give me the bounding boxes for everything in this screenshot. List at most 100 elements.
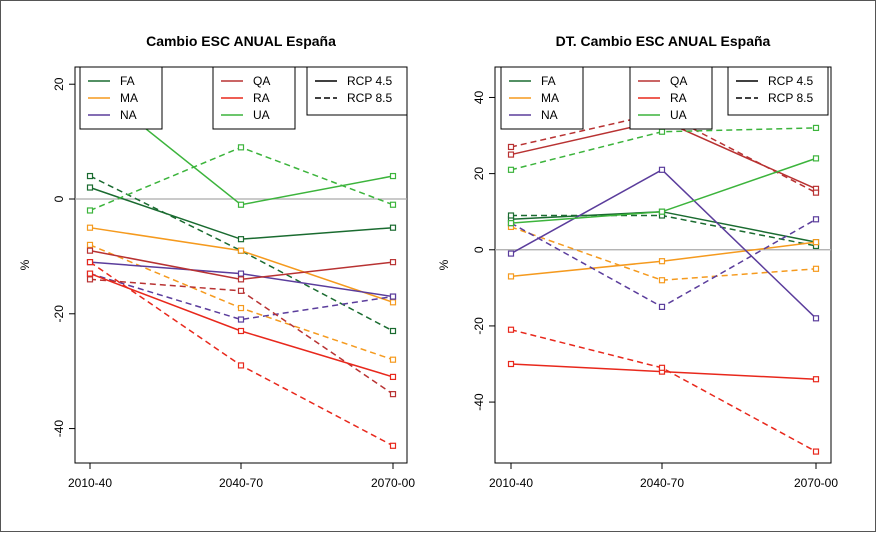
data-point-ma-rcp-4-5 [658,258,666,265]
data-point-ma-rcp-8-5 [812,265,820,272]
data-point-ua-rcp-8-5 [658,128,666,135]
data-point-na-rcp-8-5 [812,216,820,223]
data-point-qa-rcp-8-5 [389,391,397,398]
data-point-ra-rcp-8-5 [507,326,515,333]
legend-label: RA [253,91,270,105]
data-point-ra-rcp-4-5 [237,327,245,335]
series-line-ua-rcp-8-5 [89,146,394,212]
data-point-ra-rcp-8-5 [86,259,94,266]
data-point-qa-rcp-4-5 [237,276,245,283]
x-tick-label: 2070-00 [371,476,415,490]
data-point-qa-rcp-4-5 [507,151,515,158]
data-point-ma-rcp-8-5 [658,277,666,284]
legend-label: RCP 4.5 [768,74,813,88]
y-tick-label: 40 [472,90,486,104]
data-point-ra-rcp-8-5 [237,362,245,369]
data-point-ua-rcp-4-5 [237,201,245,208]
y-tick-label: 0 [52,195,66,202]
data-point-qa-rcp-4-5 [86,247,94,254]
series-line-ma-rcp-8-5 [89,244,394,361]
series-line-na-rcp-8-5 [89,272,394,321]
data-point-ma-rcp-8-5 [389,356,397,363]
series-line-qa-rcp-8-5 [89,278,394,395]
y-tick-label: 20 [52,77,66,91]
legend-box [727,66,829,116]
x-tick-label: 2040-70 [640,476,684,490]
legend-label: RCP 8.5 [347,91,392,105]
data-point-ua-rcp-8-5 [507,166,515,173]
data-point-ra-rcp-4-5 [86,270,94,277]
y-tick-label: -20 [52,305,66,323]
chart-panel-1: Cambio ESC ANUAL España -40 -20 0 20% 2010-40… [18,33,415,490]
data-point-fa-rcp-8-5 [389,327,397,335]
y-axis-label: % [437,259,451,270]
data-point-qa-rcp-4-5 [389,259,397,266]
data-point-ra-rcp-8-5 [658,364,666,371]
legend-label: NA [541,108,558,122]
legend-box [306,66,408,116]
data-point-ma-rcp-4-5 [86,224,94,231]
legend-label: MA [120,91,138,105]
legend-label: FA [541,74,556,88]
chart-title: Cambio ESC ANUAL España [146,33,336,49]
data-point-ra-rcp-4-5 [389,373,397,381]
data-point-ma-rcp-4-5 [507,273,515,280]
series-line-ra-rcp-8-5 [510,329,817,453]
data-point-ua-rcp-8-5 [812,124,820,132]
data-point-na-rcp-4-5 [507,250,515,257]
data-point-ma-rcp-4-5 [389,299,397,306]
data-point-ua-rcp-8-5 [237,144,245,151]
y-axis-label: % [18,259,32,270]
data-point-ma-rcp-8-5 [86,241,94,249]
data-point-ma-rcp-8-5 [237,304,245,312]
series-line-fa-rcp-4-5 [89,186,394,240]
data-point-ua-rcp-8-5 [389,201,397,208]
data-point-na-rcp-8-5 [658,303,666,310]
data-point-qa-rcp-8-5 [237,287,245,294]
data-point-ua-rcp-4-5 [389,172,397,180]
legend-label: UA [670,108,687,122]
data-point-ua-rcp-8-5 [86,207,94,214]
series-line-na-rcp-4-5 [510,168,817,319]
legend-label: UA [253,108,270,122]
data-point-na-rcp-4-5 [237,270,245,277]
legend-label: FA [120,74,135,88]
y-tick-label: -20 [472,317,486,335]
data-point-ma-rcp-4-5 [812,239,820,246]
legend-label: RCP 4.5 [347,74,392,88]
legend-label: QA [253,74,270,88]
legend-label: RA [670,91,687,105]
legend-label: NA [120,108,137,122]
data-point-ua-rcp-4-5 [507,220,515,227]
data-point-ra-rcp-8-5 [389,442,397,449]
data-point-fa-rcp-4-5 [389,224,397,231]
data-point-qa-rcp-8-5 [86,276,94,283]
data-point-ra-rcp-8-5 [812,448,820,455]
data-point-fa-rcp-8-5 [507,212,515,219]
data-point-na-rcp-4-5 [812,315,820,322]
data-point-fa-rcp-4-5 [86,184,94,191]
data-point-na-rcp-4-5 [658,166,666,173]
x-tick-label: 2010-40 [489,476,533,490]
x-tick-label: 2040-70 [219,476,263,490]
y-tick-label: 20 [472,167,486,181]
x-tick-label: 2070-00 [794,476,838,490]
data-point-ra-rcp-4-5 [507,360,515,368]
data-point-na-rcp-8-5 [389,293,397,300]
data-point-na-rcp-8-5 [237,316,245,323]
chart-panel-2: DT. Cambio ESC ANUAL España -40 -20 0 20 40% 2… [437,33,838,490]
y-tick-label: 0 [472,246,486,253]
legend-label: RCP 8.5 [768,91,813,105]
data-point-fa-rcp-4-5 [237,236,245,243]
legend-label: MA [541,91,559,105]
data-point-ra-rcp-4-5 [812,376,820,383]
legend-label: QA [670,74,687,88]
x-tick-label: 2010-40 [68,476,112,490]
y-tick-label: -40 [52,420,66,438]
data-point-fa-rcp-8-5 [86,172,94,180]
data-point-ua-rcp-4-5 [658,208,666,215]
data-point-qa-rcp-8-5 [812,189,820,196]
data-point-qa-rcp-8-5 [507,143,515,151]
